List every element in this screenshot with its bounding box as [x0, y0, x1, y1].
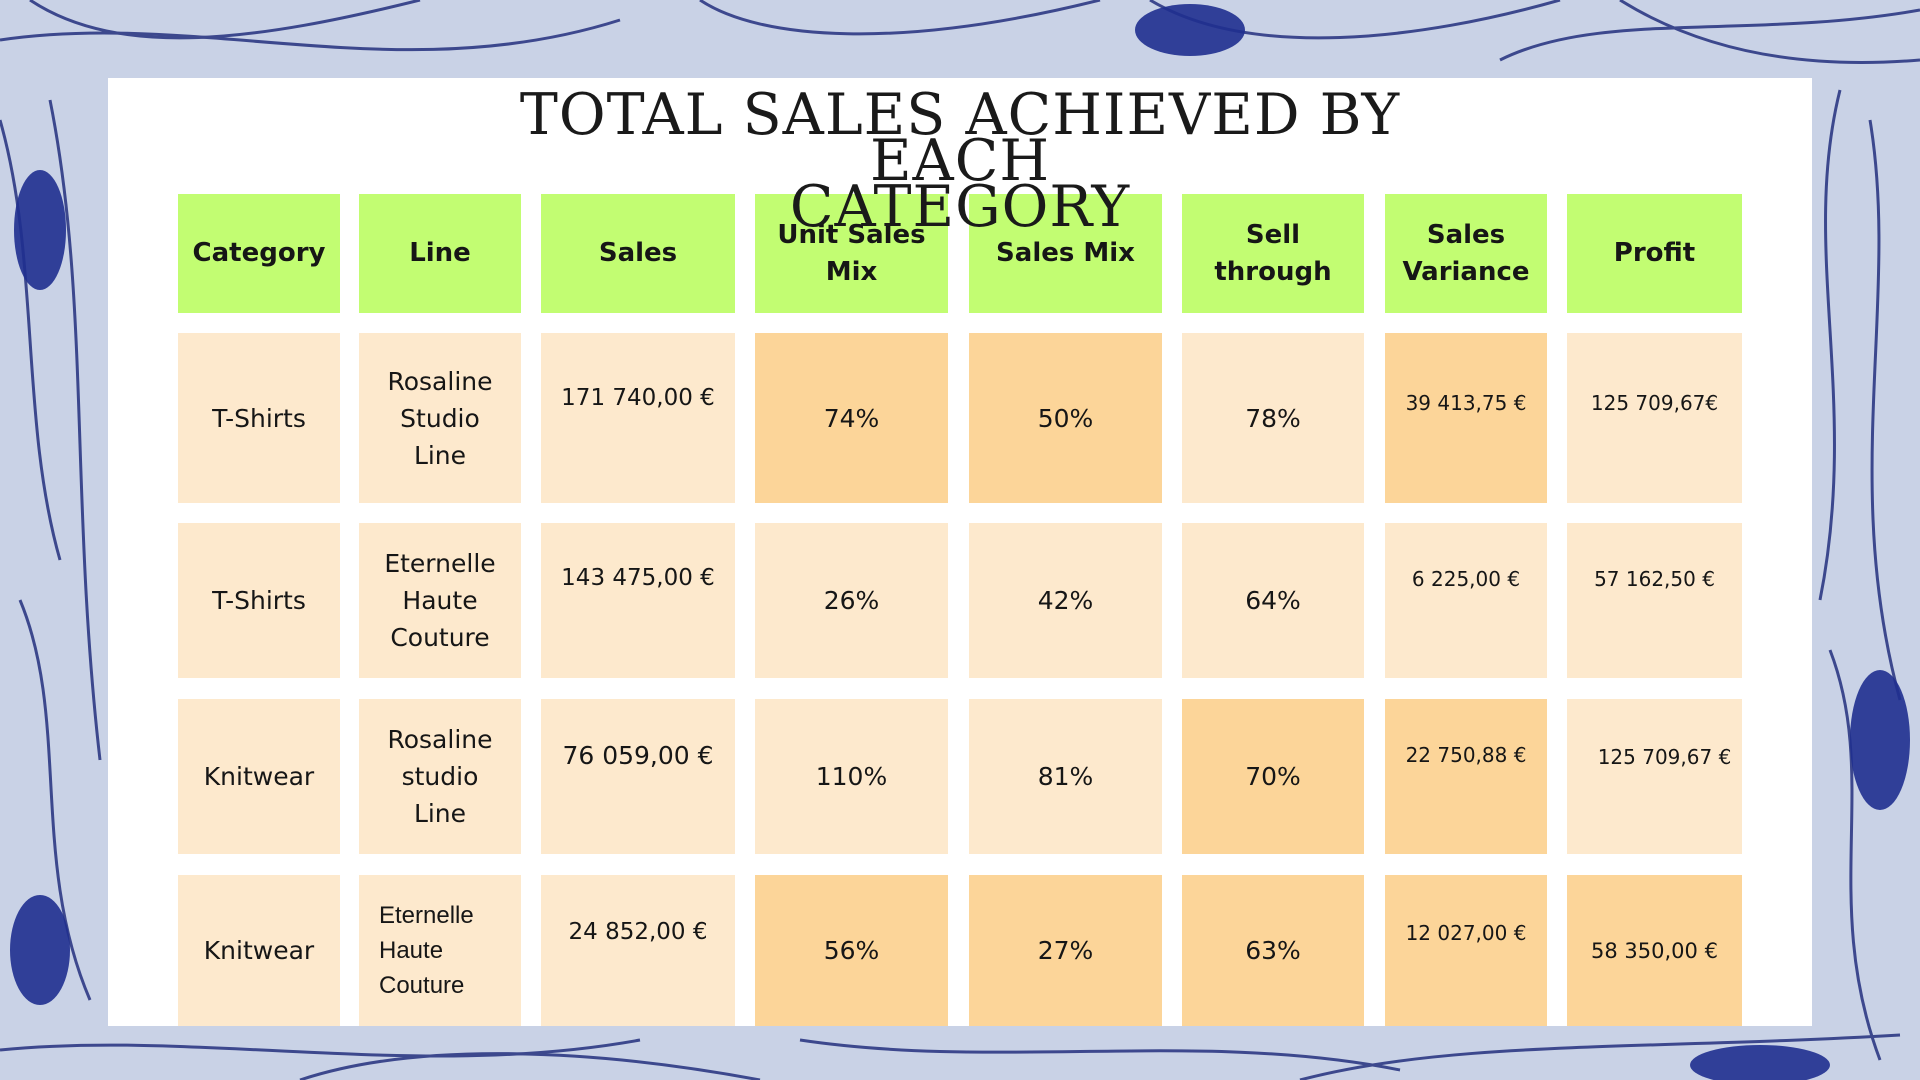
- header-sell-through: Sell through: [1182, 194, 1364, 313]
- header-category: Category: [178, 194, 340, 313]
- row3-category: Knitwear: [178, 699, 340, 854]
- row4-line: Eternelle Haute Couture: [359, 875, 521, 1026]
- row4-unit-sales-mix: 56%: [755, 875, 948, 1026]
- row4-sales-variance: 12 027,00 €: [1385, 875, 1547, 1026]
- header-sales-variance: Sales Variance: [1385, 194, 1547, 313]
- row2-sales: 143 475,00 €: [541, 523, 735, 678]
- header-unit-sales-mix: Unit Sales Mix: [755, 194, 948, 313]
- row2-sales-variance: 6 225,00 €: [1385, 523, 1547, 678]
- slide-title-line-1: TOTAL SALES ACHIEVED BY EACH: [519, 82, 1401, 194]
- row1-sales-mix: 50%: [969, 333, 1162, 503]
- row2-sales-mix: 42%: [969, 523, 1162, 678]
- row3-profit: 125 709,67 €: [1567, 699, 1742, 854]
- slide-title: TOTAL SALES ACHIEVED BY EACH CATEGORY: [108, 82, 1812, 240]
- row3-sell-through: 70%: [1182, 699, 1364, 854]
- header-sales: Sales: [541, 194, 735, 313]
- row1-line: Rosaline Studio Line: [359, 333, 521, 503]
- row1-unit-sales-mix: 74%: [755, 333, 948, 503]
- row2-sell-through: 64%: [1182, 523, 1364, 678]
- row4-sales: 24 852,00 €: [541, 875, 735, 1026]
- row4-sell-through: 63%: [1182, 875, 1364, 1026]
- row3-sales-variance: 22 750,88 €: [1385, 699, 1547, 854]
- row1-sell-through: 78%: [1182, 333, 1364, 503]
- row1-sales: 171 740,00 €: [541, 333, 735, 503]
- row2-line: Eternelle Haute Couture: [359, 523, 521, 678]
- row4-profit: 58 350,00 €: [1567, 875, 1742, 1026]
- header-line: Line: [359, 194, 521, 313]
- row2-profit: 57 162,50 €: [1567, 523, 1742, 678]
- header-profit: Profit: [1567, 194, 1742, 313]
- row4-category: Knitwear: [178, 875, 340, 1026]
- row1-profit: 125 709,67€: [1567, 333, 1742, 503]
- row2-category: T-Shirts: [178, 523, 340, 678]
- row4-sales-mix: 27%: [969, 875, 1162, 1026]
- row1-category: T-Shirts: [178, 333, 340, 503]
- row1-sales-variance: 39 413,75 €: [1385, 333, 1547, 503]
- row3-sales: 76 059,00 €: [541, 699, 735, 854]
- slide-card: TOTAL SALES ACHIEVED BY EACH CATEGORY Ca…: [108, 78, 1812, 1026]
- row3-unit-sales-mix: 110%: [755, 699, 948, 854]
- header-sales-mix: Sales Mix: [969, 194, 1162, 313]
- slide-title-line-2: CATEGORY: [789, 174, 1131, 240]
- row3-sales-mix: 81%: [969, 699, 1162, 854]
- row2-unit-sales-mix: 26%: [755, 523, 948, 678]
- row3-line: Rosaline studio Line: [359, 699, 521, 854]
